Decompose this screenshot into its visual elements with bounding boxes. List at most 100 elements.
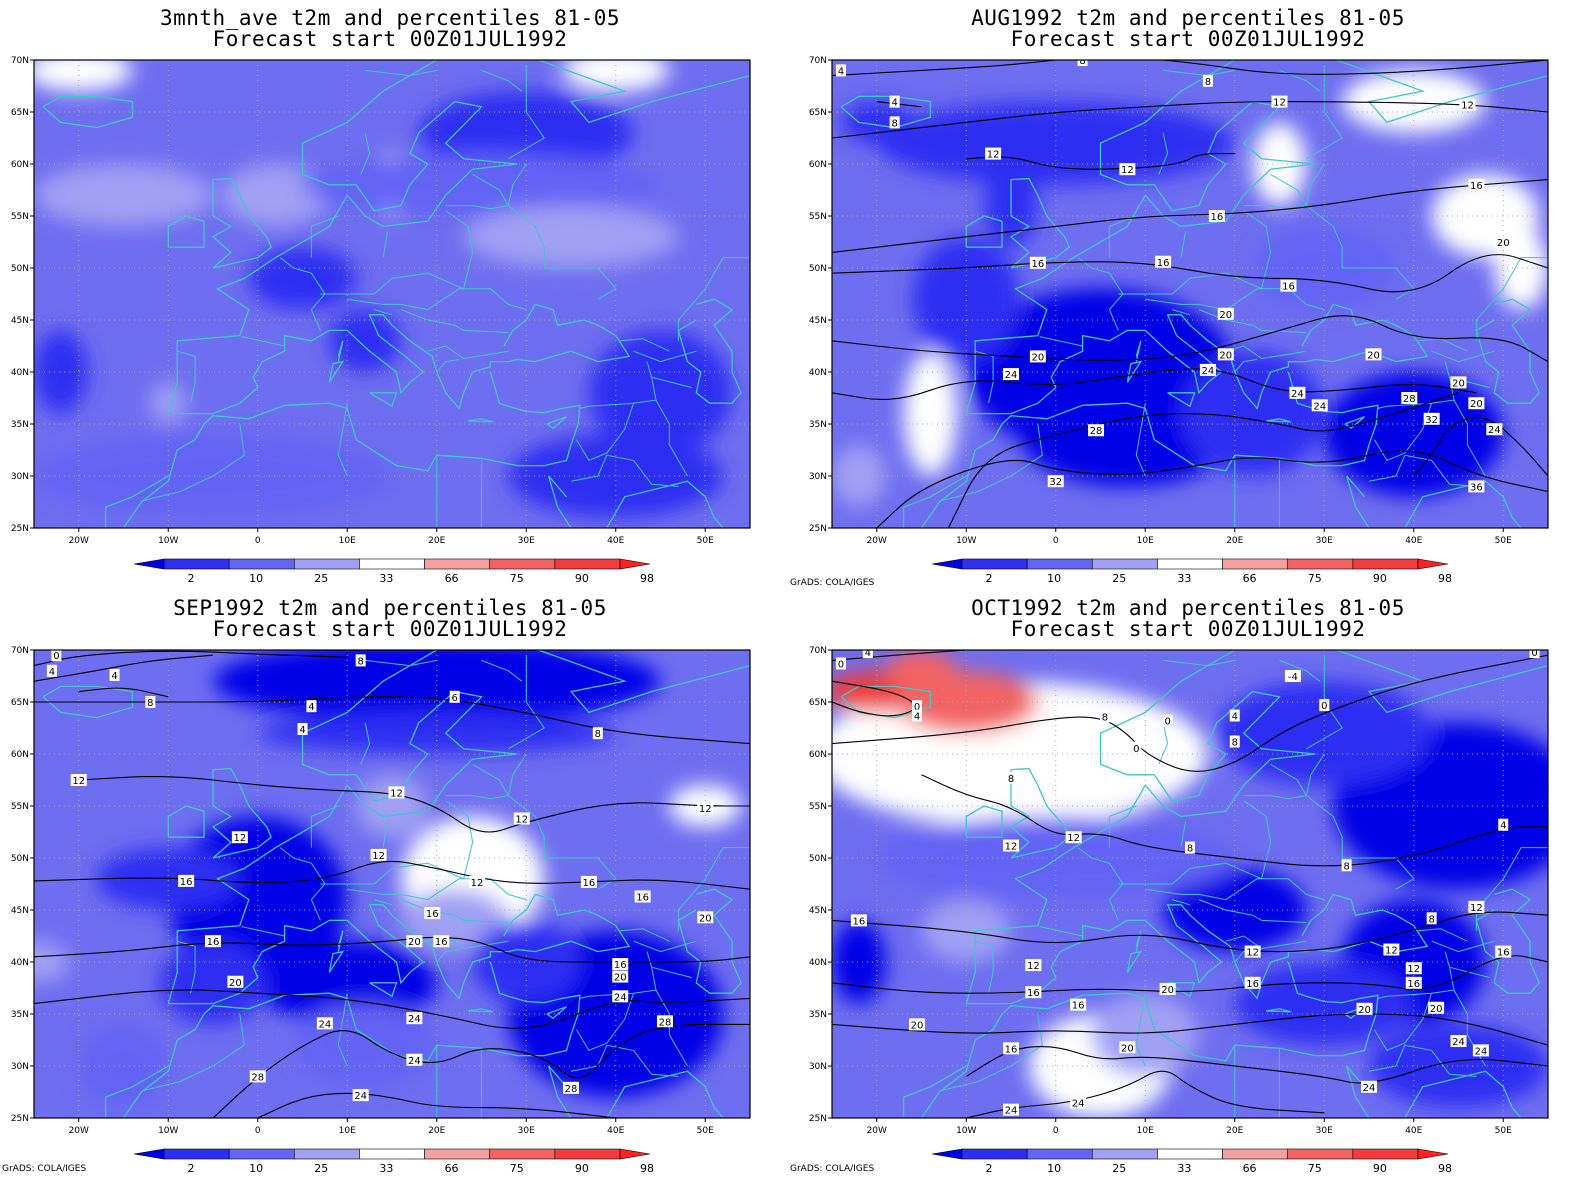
country-border (400, 899, 509, 923)
svg-text:8: 8 (1008, 774, 1014, 785)
x-tick-label: 50E (697, 536, 714, 546)
svg-text:20: 20 (911, 1020, 924, 1031)
contour-label: 20 (1495, 236, 1512, 249)
x-tick-label: 30E (1316, 1126, 1333, 1136)
country-border (570, 455, 608, 482)
shading-region (34, 941, 70, 983)
svg-text:8: 8 (1187, 844, 1193, 855)
coastline (1265, 418, 1292, 423)
legend-arrow-high (1417, 1148, 1449, 1160)
y-tick-label: 35N (11, 1010, 29, 1020)
contour-label: 8 (1077, 60, 1088, 67)
country-border (633, 940, 697, 953)
legend-label: 75 (1308, 572, 1322, 585)
legend-label: 25 (314, 1162, 328, 1175)
country-border (481, 69, 523, 92)
svg-text:20: 20 (1358, 1005, 1371, 1016)
svg-text:4: 4 (308, 702, 314, 713)
shading-region (34, 60, 133, 92)
x-tick-label: 50E (1495, 1126, 1512, 1136)
svg-text:12: 12 (1246, 948, 1259, 959)
country-border (427, 345, 509, 360)
country-border (382, 231, 388, 258)
legend-label: 98 (1438, 1162, 1452, 1175)
y-tick-label: 35N (11, 420, 29, 430)
y-tick-label: 55N (809, 212, 827, 222)
contour-label: 12 (1025, 959, 1042, 972)
x-tick-label: 10E (339, 1126, 356, 1136)
country-border (1404, 454, 1477, 487)
svg-text:24: 24 (1452, 1037, 1465, 1048)
svg-text:12: 12 (1273, 98, 1286, 109)
gridlines (34, 650, 750, 1118)
country-border (1431, 940, 1495, 953)
country-border (1279, 659, 1321, 682)
shading-region (1252, 122, 1307, 206)
svg-text:12: 12 (1470, 903, 1483, 914)
x-tick-label: 40E (607, 1126, 624, 1136)
country-border (1180, 231, 1186, 258)
contour-label: 0 (1131, 741, 1142, 755)
contour-label: 16 (1495, 945, 1512, 959)
contour-label: 12 (370, 848, 387, 862)
x-tick-label: 40E (1405, 536, 1422, 546)
legend-label: 75 (510, 572, 524, 585)
coastline (328, 360, 345, 383)
country-border (436, 949, 460, 963)
map-plot-area: 20W 10W 0 10E 20E 30E 40E 50E 70N 65N 60N 55N 50N 45N… (11, 56, 751, 585)
country-border (373, 309, 393, 316)
contour-label: 20 (1119, 1041, 1136, 1054)
y-tick-label: 45N (11, 906, 29, 916)
svg-text:24: 24 (1291, 389, 1304, 400)
credit-label: GrADS: COLA/IGES (790, 1164, 875, 1174)
legend-swatch (228, 1148, 295, 1160)
coastline (168, 303, 631, 415)
contour-label: 16 (1003, 1042, 1019, 1055)
contour-line (832, 911, 1548, 953)
legend-arrow-high (619, 558, 651, 570)
contour-line (212, 1023, 750, 1118)
contour-label: 16 (1025, 986, 1042, 999)
legend-swatch (1352, 558, 1419, 570)
svg-text:16: 16 (435, 937, 448, 948)
gridlines (34, 60, 750, 528)
contour-label: 16 (634, 890, 651, 903)
x-tick-label: 30E (518, 1126, 535, 1136)
coastline (1377, 480, 1522, 528)
country-border (939, 1013, 1043, 1092)
legend-swatch (359, 558, 425, 570)
svg-text:16: 16 (636, 892, 649, 903)
svg-text:16: 16 (583, 878, 596, 889)
x-tick-label: 20E (428, 1126, 445, 1136)
country-border (1305, 753, 1325, 796)
svg-text:32: 32 (1425, 415, 1438, 426)
legend-label: 2 (986, 572, 993, 585)
contour-label: 12 (1271, 95, 1288, 109)
legend-label: 10 (1047, 572, 1061, 585)
svg-text:12: 12 (72, 776, 85, 787)
coastline (840, 95, 932, 129)
coastline (546, 416, 567, 430)
coastline (167, 60, 750, 414)
contour-label: 20 (1356, 1002, 1373, 1016)
plot-frame (33, 649, 751, 1119)
legend-swatch (424, 1148, 491, 1160)
shading-region (34, 330, 88, 414)
x-tick-label: 40E (1405, 1126, 1422, 1136)
contour-label: 24 (612, 990, 629, 1003)
y-tick-label: 30N (809, 1062, 827, 1072)
country-border (1305, 163, 1325, 206)
y-tick-label: 60N (809, 750, 827, 760)
map-panel-1: 3mnth_ave t2m and percentiles 81-05 Fore… (0, 0, 798, 590)
y-tick-label: 25N (809, 1114, 827, 1124)
svg-text:0: 0 (1164, 717, 1170, 728)
shading-region (840, 101, 913, 144)
svg-text:24: 24 (1313, 401, 1326, 412)
coastline (1167, 982, 1196, 998)
svg-text:20: 20 (1430, 1004, 1443, 1015)
svg-text:16: 16 (1407, 979, 1420, 990)
legend-label: 10 (1047, 1162, 1061, 1175)
legend-swatch (293, 558, 360, 570)
country-border (360, 722, 371, 765)
